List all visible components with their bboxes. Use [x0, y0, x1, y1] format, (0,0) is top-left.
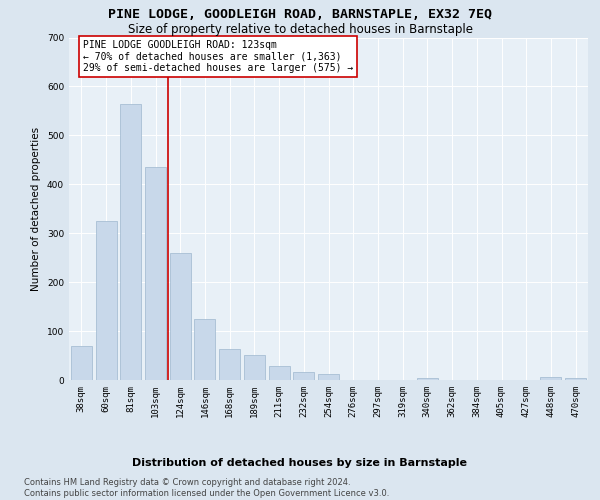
Bar: [269, 366, 290, 380]
Text: Distribution of detached houses by size in Barnstaple: Distribution of detached houses by size …: [133, 458, 467, 468]
Bar: [170, 253, 191, 380]
Text: Size of property relative to detached houses in Barnstaple: Size of property relative to detached ho…: [128, 22, 473, 36]
Bar: [318, 374, 339, 380]
Bar: [120, 104, 141, 380]
Bar: [541, 376, 562, 380]
Bar: [417, 378, 438, 380]
Bar: [565, 378, 586, 380]
Bar: [71, 346, 92, 380]
Bar: [219, 349, 240, 380]
Bar: [244, 354, 265, 380]
Text: Contains HM Land Registry data © Crown copyright and database right 2024.
Contai: Contains HM Land Registry data © Crown c…: [24, 478, 389, 498]
Bar: [293, 372, 314, 380]
Bar: [95, 221, 116, 380]
Bar: [194, 319, 215, 380]
Text: PINE LODGE GOODLEIGH ROAD: 123sqm
← 70% of detached houses are smaller (1,363)
2: PINE LODGE GOODLEIGH ROAD: 123sqm ← 70% …: [83, 40, 353, 73]
Y-axis label: Number of detached properties: Number of detached properties: [31, 126, 41, 291]
Bar: [145, 167, 166, 380]
Text: PINE LODGE, GOODLEIGH ROAD, BARNSTAPLE, EX32 7EQ: PINE LODGE, GOODLEIGH ROAD, BARNSTAPLE, …: [108, 8, 492, 20]
